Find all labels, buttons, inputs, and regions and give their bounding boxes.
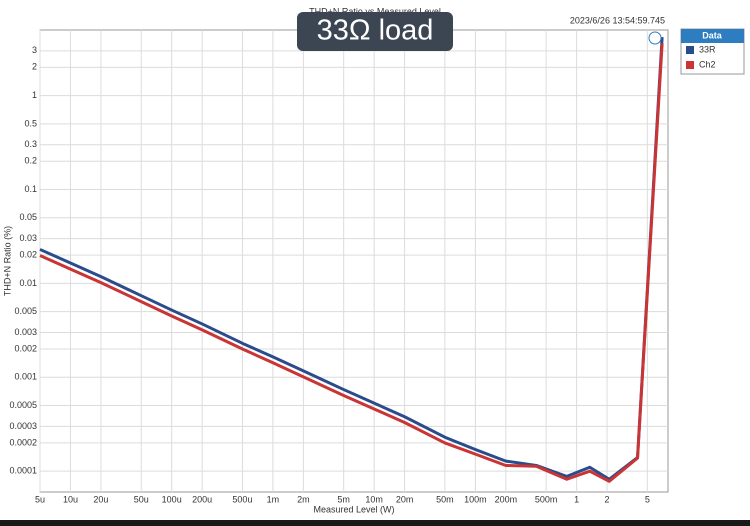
x-tick-label: 1	[574, 494, 579, 504]
logo	[648, 31, 662, 45]
x-tick-label: 500m	[535, 494, 558, 504]
y-tick-label: 0.2	[24, 156, 37, 166]
x-tick-label: 5u	[35, 494, 45, 504]
y-axis-label: THD+N Ratio (%)	[2, 226, 12, 296]
overlay-box	[297, 12, 453, 51]
x-tick-label: 5	[645, 494, 650, 504]
legend-swatch	[686, 46, 694, 54]
y-tick-label: 0.0002	[9, 437, 37, 447]
y-tick-label: 1	[32, 90, 37, 100]
x-tick-label: 200m	[495, 494, 518, 504]
legend-header	[681, 29, 744, 43]
y-tick-label: 0.0005	[9, 400, 37, 410]
y-tick-label: 0.1	[24, 184, 37, 194]
y-tick-label: 0.003	[14, 327, 37, 337]
y-tick-label: 0.5	[24, 118, 37, 128]
x-tick-label: 50u	[134, 494, 149, 504]
x-tick-label: 2m	[297, 494, 310, 504]
legend-label: Ch2	[699, 59, 716, 69]
x-tick-label: 5m	[337, 494, 350, 504]
y-tick-label: 0.03	[19, 233, 37, 243]
x-tick-label: 1m	[267, 494, 280, 504]
bottom-border	[0, 520, 750, 526]
y-tick-label: 0.01	[19, 278, 37, 288]
x-tick-label: 50m	[436, 494, 454, 504]
y-tick-label: 0.0001	[9, 466, 37, 476]
x-tick-label: 20m	[396, 494, 414, 504]
x-axis-label: Measured Level (W)	[313, 504, 394, 514]
x-tick-label: 10u	[63, 494, 78, 504]
x-tick-label: 500u	[232, 494, 252, 504]
x-tick-label: 200u	[192, 494, 212, 504]
y-tick-label: 0.002	[14, 343, 37, 353]
y-tick-label: 0.005	[14, 306, 37, 316]
x-tick-label: 10m	[365, 494, 383, 504]
overlay-label: 33Ω load	[317, 15, 434, 47]
series-line	[39, 37, 664, 481]
y-tick-label: 0.02	[19, 250, 37, 260]
legend-label: 33R	[699, 44, 716, 54]
x-tick-label: 2	[605, 494, 610, 504]
y-tick-label: 0.0003	[9, 421, 37, 431]
y-tick-label: 2	[32, 62, 37, 72]
x-tick-label: 20u	[93, 494, 108, 504]
timestamp: 2023/6/26 13:54:59.745	[570, 15, 665, 25]
y-tick-label: 0.05	[19, 212, 37, 222]
y-tick-label: 0.001	[14, 372, 37, 382]
y-tick-label: 3	[32, 45, 37, 55]
legend-swatch	[686, 61, 694, 69]
series-line	[39, 43, 664, 483]
x-tick-label: 100m	[464, 494, 487, 504]
plot-area	[39, 29, 669, 493]
legend-title: Data	[702, 30, 723, 40]
x-tick-label: 100u	[162, 494, 182, 504]
chart-title: THD+N Ratio vs Measured Level	[309, 6, 441, 16]
y-tick-label: 0.3	[24, 139, 37, 149]
